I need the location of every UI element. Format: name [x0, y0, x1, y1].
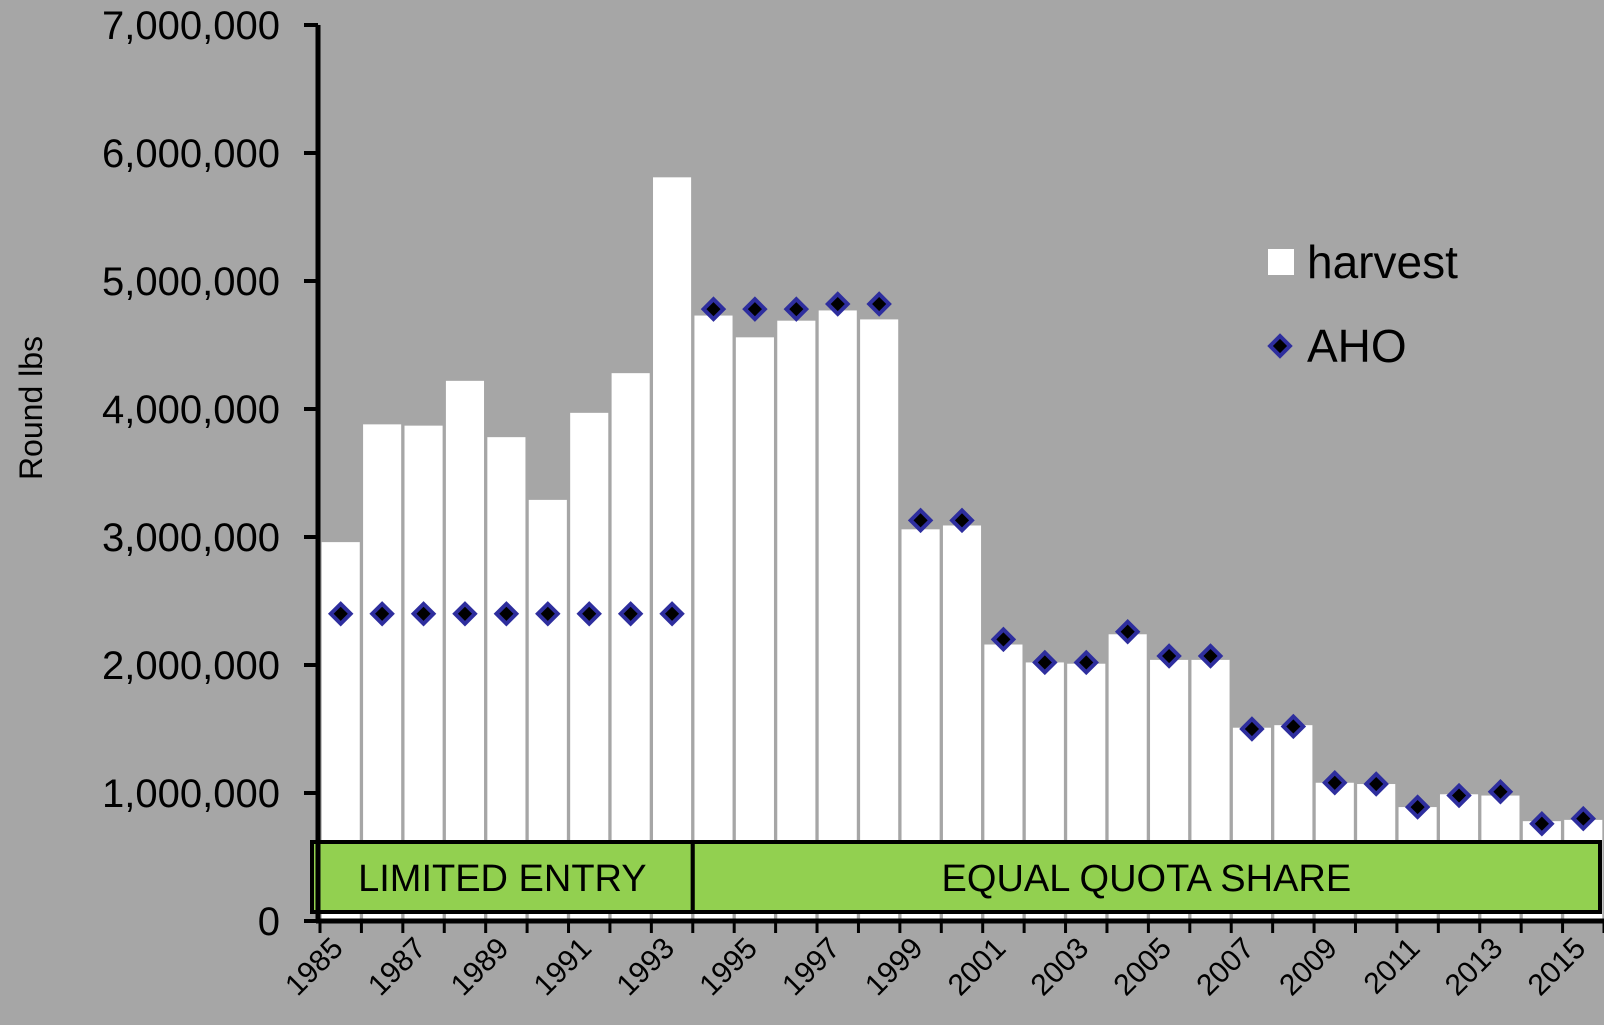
- aho-marker-1999: [907, 507, 934, 534]
- aho-marker-1998: [866, 291, 892, 317]
- y-tick-label: 2,000,000: [102, 644, 280, 688]
- x-tick-label: 1989: [445, 932, 516, 1003]
- aho-marker-2002: [1032, 649, 1058, 676]
- harvest-bar-1986: [363, 424, 402, 921]
- aho-marker-2010: [1363, 771, 1389, 797]
- x-tick-label: 2009: [1273, 932, 1344, 1003]
- harvest-bar-1994: [694, 315, 733, 921]
- harvest-bar-1998: [860, 319, 899, 921]
- aho-marker-2008: [1280, 713, 1307, 740]
- aho-marker-1996: [783, 296, 810, 322]
- period-band-1: [690, 840, 1602, 914]
- aho-marker-2005: [1156, 643, 1182, 669]
- x-axis-ticks: 1985 1987 1989 1991 1993 1995 1997 1999 2001 2003…: [279, 921, 1604, 1002]
- x-tick-label: 1999: [859, 932, 930, 1003]
- aho-marker-2011: [1404, 794, 1431, 820]
- y-axis-ticks: 0 1,000,000 2,000,000 3,000,000 4,000,000 5,0…: [102, 4, 318, 944]
- aho-marker-2012: [1446, 782, 1472, 809]
- legend-label-aho: AHO: [1307, 320, 1407, 372]
- period-label-1: EQUAL QUOTA SHARE: [942, 858, 1352, 900]
- aho-marker-2001: [990, 626, 1017, 653]
- aho-marker-1990: [535, 601, 561, 627]
- aho-marker-2014: [1529, 810, 1555, 837]
- aho-marker-2006: [1197, 643, 1224, 669]
- aho-marker-1994: [700, 296, 727, 322]
- harvest-bar-1993: [653, 177, 692, 921]
- aho-marker-1992: [617, 601, 644, 627]
- y-axis-label: Round lbs: [13, 336, 49, 480]
- x-tick-label: 2007: [1190, 932, 1261, 1003]
- y-tick-label: 3,000,000: [102, 516, 280, 560]
- aho-marker-2000: [949, 507, 975, 534]
- x-tick-label: 2003: [1025, 932, 1096, 1003]
- legend: harvest AHO: [1267, 236, 1458, 372]
- aho-marker-1987: [410, 601, 437, 627]
- aho-marker-2015: [1570, 805, 1597, 832]
- aho-marker-2003: [1073, 649, 1099, 676]
- aho-marker-2007: [1239, 716, 1265, 742]
- harvest-bar-1988: [445, 380, 485, 922]
- x-tick-label: 2011: [1358, 932, 1427, 1001]
- aho-marker-1989: [493, 601, 520, 627]
- legend-marker-aho: [1267, 333, 1293, 359]
- x-tick-label: 1993: [610, 932, 681, 1003]
- aho-marker-2013: [1487, 778, 1514, 805]
- aho-marker-1988: [452, 601, 478, 627]
- legend-label-harvest: harvest: [1307, 236, 1458, 288]
- y-tick-label: 6,000,000: [102, 132, 280, 176]
- period-label-0: LIMITED ENTRY: [358, 858, 647, 900]
- aho-marker-1986: [369, 601, 395, 627]
- x-tick-label: 1997: [776, 932, 847, 1003]
- y-tick-label: 5,000,000: [102, 260, 280, 304]
- y-tick-label: 7,000,000: [102, 4, 280, 48]
- x-tick-label: 1991: [528, 932, 599, 1003]
- harvest-bar-1995: [735, 337, 774, 921]
- y-tick-label: 1,000,000: [102, 772, 280, 816]
- axes: [315, 25, 1604, 924]
- aho-markers: [327, 291, 1597, 837]
- x-tick-label: 1985: [279, 932, 350, 1003]
- x-tick-label: 2005: [1108, 932, 1179, 1003]
- harvest-bar-1987: [404, 425, 443, 921]
- legend-swatch-harvest: [1268, 249, 1294, 275]
- x-tick-label: 1995: [693, 932, 764, 1003]
- harvest-bar-1992: [611, 373, 650, 921]
- x-tick-label: 2001: [942, 932, 1013, 1003]
- y-tick-label: 0: [258, 900, 280, 944]
- aho-marker-1993: [659, 601, 685, 627]
- period-bands: LIMITED ENTRY EQUAL QUOTA SHARE: [310, 840, 1602, 914]
- aho-marker-2004: [1114, 618, 1141, 645]
- aho-marker-1997: [825, 291, 851, 317]
- y-tick-label: 4,000,000: [102, 388, 280, 432]
- aho-marker-1985: [327, 601, 354, 627]
- harvest-bar-1996: [777, 320, 816, 921]
- x-tick-label: 2013: [1439, 932, 1510, 1003]
- harvest-bar-1991: [570, 412, 609, 921]
- x-tick-label: 1987: [362, 932, 433, 1003]
- harvest-bar-1997: [818, 310, 857, 921]
- x-tick-label: 2015: [1522, 932, 1593, 1003]
- aho-marker-1991: [576, 601, 602, 627]
- aho-marker-1995: [742, 296, 768, 322]
- aho-marker-2009: [1322, 770, 1348, 796]
